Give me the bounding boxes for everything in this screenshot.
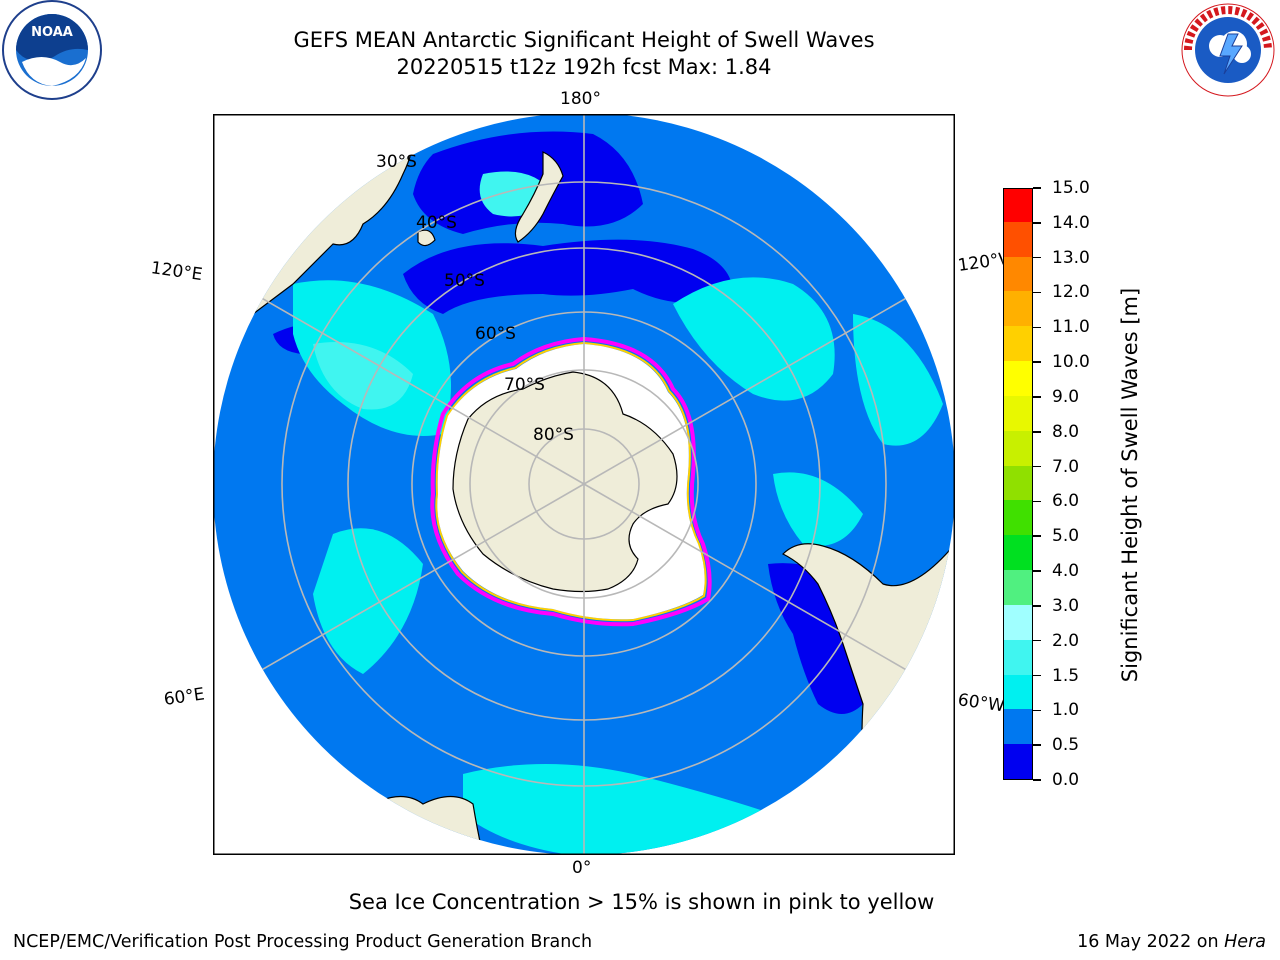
colorbar-tick: [1033, 744, 1041, 746]
lon-label-0: 0°: [572, 858, 592, 878]
chart-title: GEFS MEAN Antarctic Significant Height o…: [293, 28, 875, 52]
swell-patch-atlantic: [463, 764, 773, 855]
colorbar-segment: [1004, 325, 1032, 362]
colorbar-tick: [1033, 187, 1041, 189]
colorbar-tick-label: 1.0: [1052, 700, 1080, 721]
colorbar-tick-label: 1.5: [1052, 665, 1080, 686]
colorbar-tick: [1033, 465, 1041, 468]
colorbar-tick-label: 15.0: [1052, 178, 1090, 198]
lat-label-80s: 80°S: [533, 425, 574, 445]
lon-label-60e: 60°E: [162, 684, 206, 710]
colorbar-tick: [1033, 674, 1041, 677]
colorbar-segment: [1004, 708, 1032, 745]
colorbar-tick-label: 13.0: [1052, 247, 1090, 268]
nws-logo: [1176, 0, 1280, 102]
colorbar-tick: [1033, 361, 1041, 363]
colorbar-tick: [1033, 535, 1041, 537]
lat-label-60s: 60°S: [475, 324, 516, 344]
colorbar-tick-label: 5.0: [1052, 526, 1080, 547]
colorbar-segment: [1004, 430, 1032, 466]
colorbar-tick: [1033, 570, 1041, 572]
credit-branch: NCEP/EMC/Verification Post Processing Pr…: [13, 932, 593, 952]
colorbar-tick-label: 8.0: [1052, 421, 1080, 442]
lon-label-180: 180°: [560, 89, 601, 109]
lat-label-30s: 30°S: [376, 152, 417, 172]
colorbar-segment: [1004, 604, 1032, 640]
noaa-logo: NOAA: [0, 0, 104, 102]
lat-label-40s: 40°S: [416, 213, 457, 233]
colorbar-label: Significant Height of Swell Waves [m]: [1118, 287, 1142, 683]
colorbar-tick: [1033, 779, 1041, 781]
colorbar-tick: [1033, 709, 1041, 712]
colorbar-segment: [1004, 360, 1032, 396]
colorbar-segment: [1004, 499, 1032, 536]
swell-patch-southwest: [313, 528, 423, 674]
colorbar-segment: [1004, 189, 1032, 222]
colorbar-tick-label: 14.0: [1052, 212, 1090, 233]
chart-subtitle: 20220515 t12z 192h fcst Max: 1.84: [396, 55, 772, 79]
colorbar-tick: [1033, 605, 1041, 607]
colorbar-tick-label: 2.0: [1052, 630, 1080, 651]
colorbar-tick: [1033, 291, 1041, 294]
colorbar-tick-label: 4.0: [1052, 561, 1080, 582]
lat-label-70s: 70°S: [504, 375, 545, 395]
meridian-120w: [583, 269, 955, 485]
colorbar-segment: [1004, 569, 1032, 605]
colorbar-tick-label: 11.0: [1052, 317, 1090, 338]
lon-label-60w: 60°W: [956, 690, 1004, 717]
sea-ice-edge: [430, 336, 712, 627]
swell-patch-indian-light: [313, 342, 413, 410]
colorbar-segment: [1004, 290, 1032, 327]
colorbar-tick-label: 12.0: [1052, 282, 1090, 303]
colorbar: [1003, 188, 1033, 780]
colorbar-tick-label: 0.5: [1052, 735, 1080, 756]
colorbar-tick: [1033, 326, 1041, 329]
meridian-60w: [583, 483, 955, 699]
colorbar-segment: [1004, 534, 1032, 571]
noaa-logo-text: NOAA: [31, 25, 73, 40]
polar-map: [213, 114, 955, 855]
lat-label-50s: 50°S: [444, 271, 485, 291]
land-antarctica: [452, 371, 678, 593]
land-tasmania: [417, 229, 436, 247]
colorbar-tick: [1033, 222, 1041, 224]
colorbar-segment: [1004, 465, 1032, 501]
sea-ice-note: Sea Ice Concentration > 15% is shown in …: [348, 890, 935, 914]
colorbar-segment: [1004, 395, 1032, 431]
meridian-lines: [213, 114, 955, 855]
colorbar-segment: [1004, 743, 1032, 779]
credit-date-text: 16 May 2022 on: [1077, 932, 1225, 952]
colorbar-tick-label: 9.0: [1052, 386, 1080, 407]
sea-ice-edge-inner: [435, 341, 707, 622]
colorbar-tick-label: 7.0: [1052, 456, 1080, 477]
colorbar-tick: [1033, 256, 1041, 259]
swell-patch-pacific-far: [853, 314, 943, 446]
swell-patch-pacific-east: [673, 277, 835, 401]
colorbar-tick: [1033, 500, 1041, 503]
colorbar-tick: [1033, 639, 1041, 642]
colorbar-segment: [1004, 256, 1032, 292]
lon-label-120e: 120°E: [149, 258, 204, 286]
colorbar-tick: [1033, 431, 1041, 433]
meridian-120e: [213, 269, 585, 485]
colorbar-segment: [1004, 221, 1032, 257]
colorbar-tick-label: 0.0: [1052, 770, 1080, 790]
colorbar-tick-label: 10.0: [1052, 352, 1090, 373]
map-border: [213, 114, 955, 855]
colorbar-tick-label: 6.0: [1052, 491, 1080, 512]
colorbar-segment: [1004, 639, 1032, 675]
lon-label-120w: 120°W: [956, 249, 1004, 276]
meridian-60e: [213, 483, 585, 699]
colorbar-tick-label: 3.0: [1052, 595, 1080, 616]
colorbar-tick: [1033, 396, 1041, 398]
land-new-zealand: [514, 151, 564, 243]
colorbar-segment: [1004, 674, 1032, 710]
credit-date: 16 May 2022 on Hera: [1077, 932, 1266, 952]
credit-machine: Hera: [1224, 932, 1266, 952]
